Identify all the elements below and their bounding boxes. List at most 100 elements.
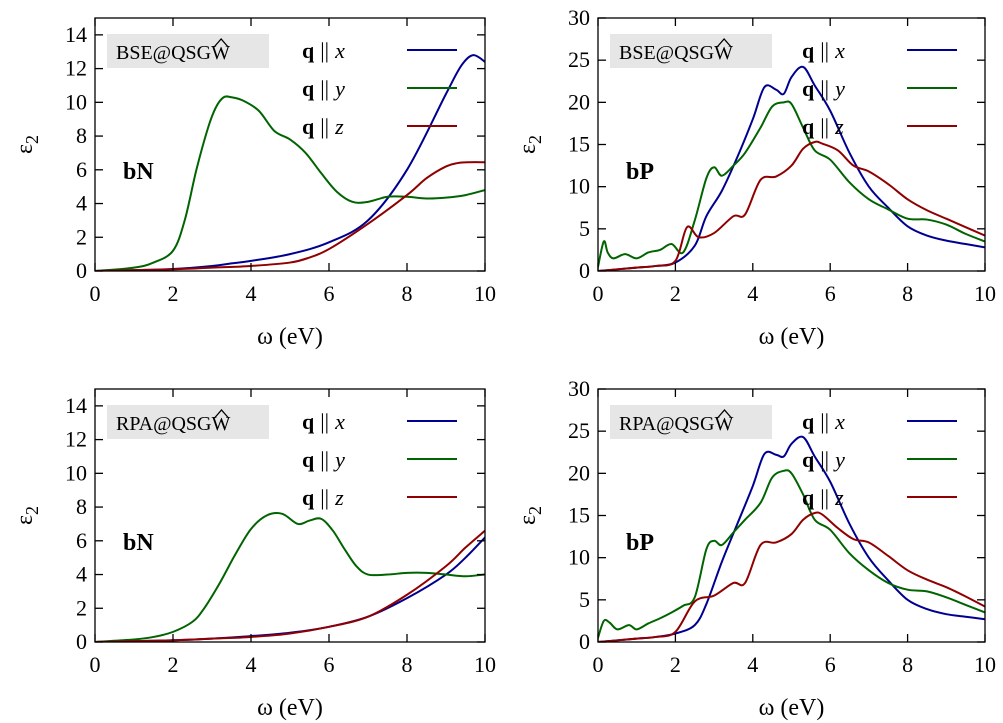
series-line-q-x — [598, 435, 985, 642]
x-tick-label: 4 — [246, 281, 257, 306]
chart-panel-3: 0 2 4 6 8 10 0 2 4 6 8 10 12 14 ω (eV) ε2 RPA@QSGW bN q || x… — [12, 388, 496, 721]
series-line-q-z — [95, 161, 485, 271]
legend-label: q || x — [302, 409, 345, 434]
y-tick-label: 4 — [76, 191, 87, 216]
legend-label: q || y — [802, 76, 845, 101]
x-tick-label: 8 — [902, 652, 913, 677]
legend-label: q || y — [302, 76, 345, 101]
legend-label: q || z — [302, 114, 344, 139]
method-label: BSE@QSGW — [116, 42, 230, 64]
y-tick-label: 6 — [76, 528, 87, 553]
y-tick-label: 5 — [579, 587, 590, 612]
method-label: RPA@QSGW — [116, 413, 230, 435]
x-tick-label: 2 — [670, 281, 681, 306]
y-tick-label: 6 — [76, 157, 87, 182]
series-line-q-z — [598, 140, 985, 271]
material-label: bN — [123, 530, 154, 556]
x-tick-label: 2 — [168, 652, 179, 677]
series-line-q-y — [598, 100, 985, 268]
y-tick-label: 25 — [568, 47, 590, 72]
hat-accent-icon — [716, 38, 732, 48]
x-axis-title: ω (eV) — [257, 324, 323, 350]
y-tick-label: 2 — [76, 595, 87, 620]
hat-accent-icon — [213, 38, 229, 48]
y-tick-label: 10 — [568, 174, 590, 199]
legend-label: q || x — [802, 38, 845, 63]
y-tick-label: 10 — [65, 460, 87, 485]
y-tick-label: 0 — [579, 629, 590, 654]
x-tick-label: 0 — [90, 281, 101, 306]
y-axis-title: ε2 — [515, 506, 545, 525]
material-label: bP — [626, 530, 654, 556]
y-tick-label: 20 — [568, 89, 590, 114]
y-tick-label: 0 — [579, 258, 590, 283]
y-tick-label: 15 — [568, 503, 590, 528]
method-label-box — [107, 405, 269, 439]
series-line-q-x — [598, 65, 985, 271]
series-line-q-z — [598, 511, 985, 642]
y-tick-label: 8 — [76, 123, 87, 148]
legend-label: q || y — [802, 447, 845, 472]
x-tick-label: 4 — [747, 281, 758, 306]
x-tick-label: 10 — [974, 652, 996, 677]
x-tick-label: 10 — [974, 281, 996, 306]
y-tick-label: 14 — [65, 22, 87, 47]
hat-accent-icon — [214, 409, 229, 419]
y-axis-title: ε2 — [12, 506, 42, 525]
x-tick-label: 6 — [825, 281, 836, 306]
legend-label: q || y — [302, 447, 345, 472]
legend-label: q || z — [302, 485, 344, 510]
x-tick-label: 0 — [90, 652, 101, 677]
x-tick-label: 8 — [402, 652, 413, 677]
plot-frame — [94, 388, 486, 643]
x-axis-title: ω (eV) — [257, 695, 323, 721]
y-tick-label: 12 — [65, 427, 87, 452]
x-tick-label: 2 — [670, 652, 681, 677]
x-axis-title: ω (eV) — [759, 324, 825, 350]
chart-panel-4: 0 2 4 6 8 10 0 5 10 15 20 25 30 ω (eV) ε2 RPA@QSGW bP q ||… — [515, 376, 996, 721]
legend-label: q || z — [802, 114, 844, 139]
legend-label: q || z — [802, 485, 844, 510]
chart-panel-1: 0 2 4 6 8 10 0 2 4 6 8 10 12 14 ω (eV) ε2 BSE@QSGW bN q || x… — [12, 17, 496, 350]
material-label: bN — [123, 159, 154, 185]
y-tick-label: 15 — [568, 132, 590, 157]
y-tick-label: 2 — [76, 224, 87, 249]
method-label-box — [107, 34, 269, 68]
method-label-box — [610, 34, 772, 68]
series-line-q-z — [95, 529, 485, 642]
x-tick-label: 0 — [593, 652, 604, 677]
y-tick-label: 12 — [65, 56, 87, 81]
method-label-box — [610, 405, 772, 439]
y-tick-label: 25 — [568, 418, 590, 443]
hat-accent-icon — [717, 409, 732, 419]
x-tick-label: 6 — [324, 652, 335, 677]
x-tick-label: 6 — [825, 652, 836, 677]
series-line-q-y — [95, 512, 485, 642]
method-label: RPA@QSGW — [619, 413, 733, 435]
series-line-q-y — [95, 95, 485, 271]
x-tick-label: 4 — [747, 652, 758, 677]
x-axis-title: ω (eV) — [759, 695, 825, 721]
y-axis-title: ε2 — [515, 135, 545, 154]
series-line-q-y — [598, 469, 985, 639]
y-tick-label: 4 — [76, 562, 87, 587]
material-label: bP — [626, 159, 654, 185]
y-tick-label: 5 — [579, 216, 590, 241]
y-axis-title: ε2 — [12, 135, 42, 154]
chart-panel-2: 0 2 4 6 8 10 0 5 10 15 20 25 30 ω (eV) ε2 BSE@QSGW bP q ||… — [515, 5, 996, 350]
x-tick-label: 4 — [246, 652, 257, 677]
y-tick-label: 10 — [568, 545, 590, 570]
y-tick-label: 30 — [568, 376, 590, 401]
y-tick-label: 0 — [76, 629, 87, 654]
y-tick-label: 20 — [568, 460, 590, 485]
method-label: BSE@QSGW — [619, 42, 733, 64]
x-tick-label: 2 — [168, 281, 179, 306]
legend-label: q || x — [802, 409, 845, 434]
y-tick-label: 30 — [568, 5, 590, 30]
plot-frame — [94, 17, 486, 272]
y-tick-label: 10 — [65, 89, 87, 114]
y-tick-label: 14 — [65, 393, 87, 418]
x-tick-label: 10 — [474, 281, 496, 306]
x-tick-label: 6 — [324, 281, 335, 306]
